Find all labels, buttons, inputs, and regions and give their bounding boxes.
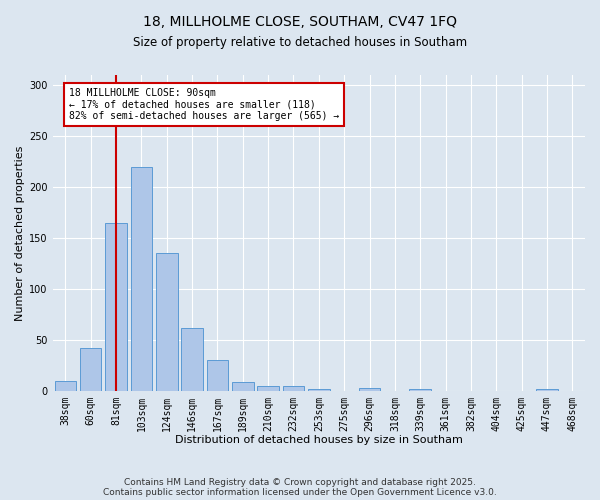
Bar [206,360,228,390]
Y-axis label: Number of detached properties: Number of detached properties [15,145,25,320]
Text: 18 MILLHOLME CLOSE: 90sqm
← 17% of detached houses are smaller (118)
82% of semi: 18 MILLHOLME CLOSE: 90sqm ← 17% of detac… [69,88,340,122]
Bar [536,388,558,390]
Bar [409,388,431,390]
Bar [156,253,178,390]
Text: Size of property relative to detached houses in Southam: Size of property relative to detached ho… [133,36,467,49]
Bar [257,386,279,390]
Bar [55,380,76,390]
Bar [308,388,329,390]
Bar [359,388,380,390]
Bar [232,382,254,390]
X-axis label: Distribution of detached houses by size in Southam: Distribution of detached houses by size … [175,435,463,445]
Text: 18, MILLHOLME CLOSE, SOUTHAM, CV47 1FQ: 18, MILLHOLME CLOSE, SOUTHAM, CV47 1FQ [143,16,457,30]
Bar [105,222,127,390]
Text: Contains HM Land Registry data © Crown copyright and database right 2025.
Contai: Contains HM Land Registry data © Crown c… [103,478,497,497]
Bar [181,328,203,390]
Bar [283,386,304,390]
Bar [80,348,101,391]
Bar [131,166,152,390]
